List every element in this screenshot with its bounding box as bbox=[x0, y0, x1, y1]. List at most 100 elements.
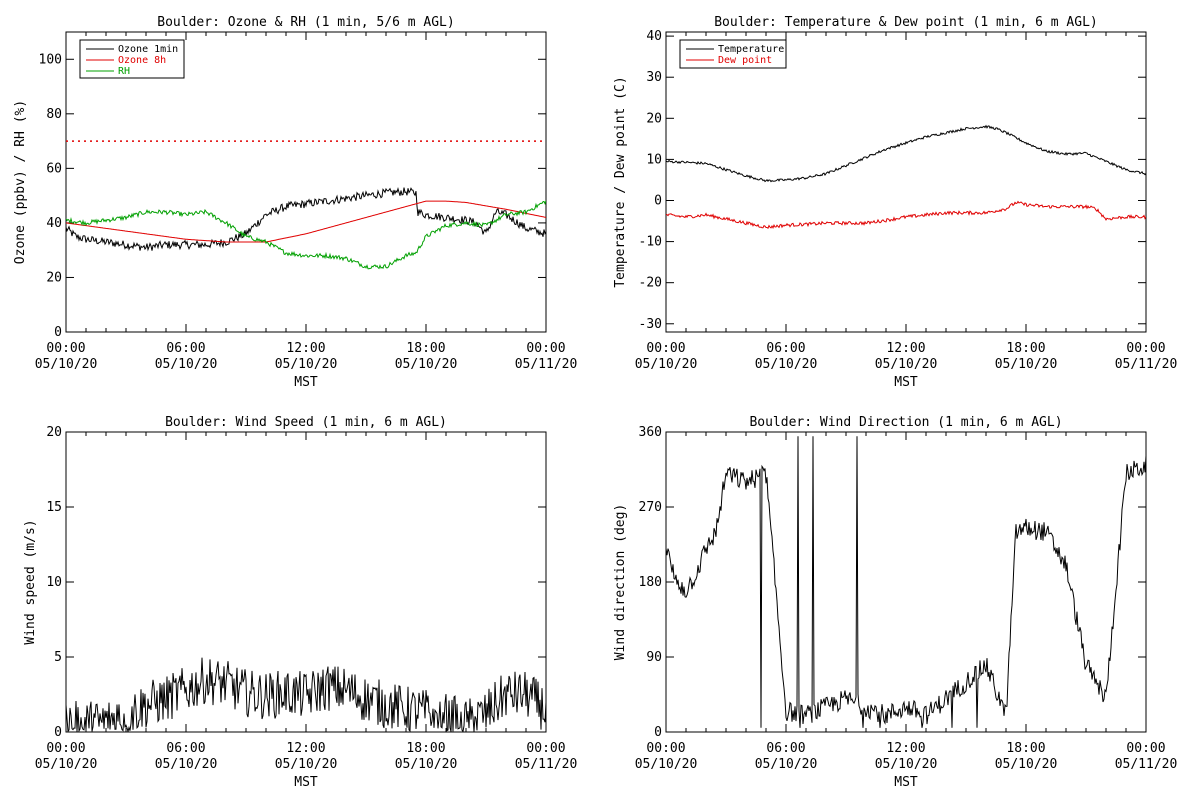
y-tick-label: 0 bbox=[54, 325, 62, 340]
x-tick-label-time: 12:00 bbox=[886, 341, 925, 356]
x-tick-label-date: 05/10/20 bbox=[35, 357, 98, 372]
x-tick-label-date: 05/10/20 bbox=[155, 357, 218, 372]
x-tick-label-date: 05/10/20 bbox=[875, 757, 938, 772]
y-tick-label: 5 bbox=[54, 650, 62, 665]
legend-label-ozone-8h: Ozone 8h bbox=[118, 55, 166, 66]
legend-label-dew-point: Dew point bbox=[718, 55, 772, 66]
x-tick-label-time: 12:00 bbox=[286, 341, 325, 356]
y-tick-label: 40 bbox=[646, 29, 662, 44]
x-tick-label-time: 12:00 bbox=[286, 741, 325, 756]
x-axis-label: MST bbox=[894, 775, 918, 790]
x-tick-label-time: 06:00 bbox=[166, 741, 205, 756]
x-tick-label-time: 18:00 bbox=[406, 741, 445, 756]
y-tick-label: 20 bbox=[46, 425, 62, 440]
y-tick-label: 0 bbox=[54, 725, 62, 740]
x-tick-label-date: 05/10/20 bbox=[755, 357, 818, 372]
x-axis-label: MST bbox=[894, 375, 918, 390]
x-tick-label-time: 00:00 bbox=[526, 741, 565, 756]
panel-title: Boulder: Ozone & RH (1 min, 5/6 m AGL) bbox=[157, 15, 454, 30]
ozone-rh-panel: Boulder: Ozone & RH (1 min, 5/6 m AGL) M… bbox=[13, 15, 577, 390]
x-tick-label-time: 18:00 bbox=[406, 341, 445, 356]
x-tick-label-time: 06:00 bbox=[766, 741, 805, 756]
x-tick-label-time: 00:00 bbox=[646, 741, 685, 756]
y-axis-label: Wind direction (deg) bbox=[613, 504, 628, 661]
y-tick-label: 10 bbox=[646, 152, 662, 167]
x-tick-label-date: 05/10/20 bbox=[995, 357, 1058, 372]
series-line-data bbox=[66, 657, 546, 732]
x-tick-label-time: 00:00 bbox=[46, 341, 85, 356]
y-tick-label: 20 bbox=[646, 111, 662, 126]
y-tick-label: 40 bbox=[46, 216, 62, 231]
x-tick-label-time: 12:00 bbox=[886, 741, 925, 756]
y-axis-label: Wind speed (m/s) bbox=[23, 519, 38, 644]
wind-direction-panel: Boulder: Wind Direction (1 min, 6 m AGL)… bbox=[613, 415, 1177, 790]
y-tick-label: -10 bbox=[639, 235, 662, 250]
x-axis-label: MST bbox=[294, 375, 318, 390]
x-tick-label-time: 18:00 bbox=[1006, 341, 1045, 356]
y-tick-label: 360 bbox=[639, 425, 662, 440]
x-tick-label-date: 05/10/20 bbox=[35, 757, 98, 772]
y-tick-label: 10 bbox=[46, 575, 62, 590]
x-tick-label-date: 05/10/20 bbox=[755, 757, 818, 772]
plot-area: 02040608010000:0005/10/2006:0005/10/2012… bbox=[35, 31, 578, 372]
plot-area: 09018027036000:0005/10/2006:0005/10/2012… bbox=[635, 425, 1178, 772]
x-tick-label-date: 05/11/20 bbox=[1115, 357, 1178, 372]
x-tick-label-time: 06:00 bbox=[766, 341, 805, 356]
x-tick-label-time: 00:00 bbox=[1126, 341, 1165, 356]
temperature-dewpoint-panel: Boulder: Temperature & Dew point (1 min,… bbox=[613, 15, 1177, 390]
series-line-ozone-1min bbox=[66, 187, 546, 252]
x-tick-label-date: 05/10/20 bbox=[395, 757, 458, 772]
x-tick-label-date: 05/10/20 bbox=[635, 357, 698, 372]
x-tick-label-date: 05/11/20 bbox=[1115, 757, 1178, 772]
x-tick-label-date: 05/11/20 bbox=[515, 357, 578, 372]
x-tick-label-date: 05/11/20 bbox=[515, 757, 578, 772]
x-tick-label-time: 06:00 bbox=[166, 341, 205, 356]
x-tick-label-date: 05/10/20 bbox=[875, 357, 938, 372]
x-tick-label-date: 05/10/20 bbox=[275, 757, 338, 772]
x-axis-label: MST bbox=[294, 775, 318, 790]
x-tick-label-date: 05/10/20 bbox=[395, 357, 458, 372]
legend: Ozone 1min Ozone 8h RH bbox=[79, 39, 185, 79]
y-tick-label: -20 bbox=[639, 276, 662, 291]
y-axis-label: Temperature / Dew point (C) bbox=[613, 76, 628, 287]
x-tick-label-time: 00:00 bbox=[646, 341, 685, 356]
series-line-temperature bbox=[666, 124, 1146, 183]
legend-box bbox=[79, 39, 185, 79]
wind-speed-panel: Boulder: Wind Speed (1 min, 6 m AGL) MST… bbox=[23, 415, 577, 790]
legend-box bbox=[679, 39, 787, 69]
legend: Temperature Dew point bbox=[679, 39, 787, 69]
plot-area: 0510152000:0005/10/2006:0005/10/2012:000… bbox=[35, 425, 578, 772]
y-tick-label: 180 bbox=[639, 575, 662, 590]
legend-label-temperature: Temperature bbox=[718, 44, 784, 55]
x-tick-label-date: 05/10/20 bbox=[275, 357, 338, 372]
legend-label-rh: RH bbox=[118, 66, 130, 77]
y-tick-label: -30 bbox=[639, 317, 662, 332]
y-tick-label: 270 bbox=[639, 500, 662, 515]
x-tick-label-date: 05/10/20 bbox=[995, 757, 1058, 772]
y-tick-label: 0 bbox=[654, 193, 662, 208]
x-tick-label-time: 00:00 bbox=[1126, 741, 1165, 756]
series-line-ozone-8h bbox=[66, 200, 546, 243]
y-axis-label: Ozone (ppbv) / RH (%) bbox=[13, 100, 28, 264]
legend-label-ozone-1min: Ozone 1min bbox=[118, 44, 178, 55]
y-tick-label: 80 bbox=[46, 107, 62, 122]
panel-title: Boulder: Wind Speed (1 min, 6 m AGL) bbox=[165, 415, 447, 430]
plot-area: -30-20-1001020304000:0005/10/2006:0005/1… bbox=[635, 29, 1178, 372]
y-tick-label: 15 bbox=[46, 500, 62, 515]
series-line-dew-point bbox=[666, 200, 1146, 229]
x-tick-label-date: 05/10/20 bbox=[635, 757, 698, 772]
y-tick-label: 30 bbox=[646, 70, 662, 85]
y-tick-label: 100 bbox=[39, 52, 62, 67]
y-tick-label: 60 bbox=[46, 161, 62, 176]
panel-title: Boulder: Temperature & Dew point (1 min,… bbox=[714, 15, 1098, 30]
x-tick-label-time: 18:00 bbox=[1006, 741, 1045, 756]
y-tick-label: 0 bbox=[654, 725, 662, 740]
y-tick-label: 90 bbox=[646, 650, 662, 665]
x-tick-label-time: 00:00 bbox=[46, 741, 85, 756]
series-line-data bbox=[666, 436, 1146, 728]
series-line-rh bbox=[66, 200, 546, 270]
x-tick-label-date: 05/10/20 bbox=[155, 757, 218, 772]
panel-title: Boulder: Wind Direction (1 min, 6 m AGL) bbox=[749, 415, 1062, 430]
